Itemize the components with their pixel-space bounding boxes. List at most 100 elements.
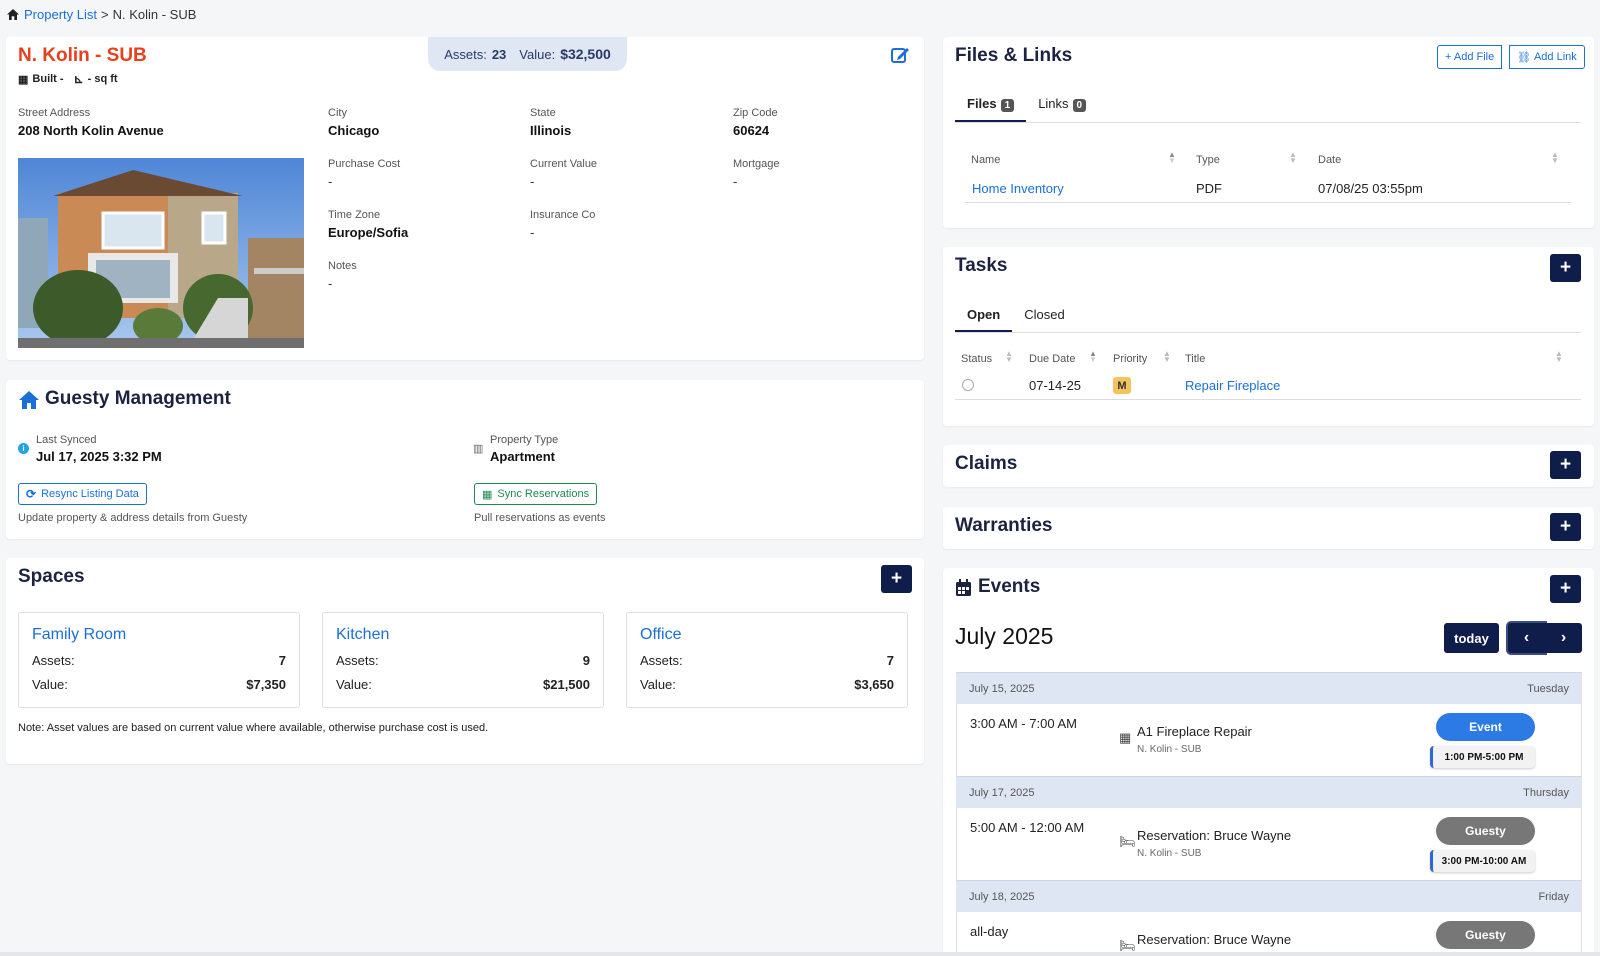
bed-icon: 🛏 [1119,938,1136,952]
today-button[interactable]: today [1444,623,1499,653]
tab-closed[interactable]: Closed [1024,307,1065,322]
add-event-button[interactable]: + [1550,575,1581,603]
task-due-date: 07-14-25 [1029,378,1082,393]
space-card-kitchen[interactable]: Kitchen Assets: 9 Value: $21,500 [322,612,604,708]
col-priority-header[interactable]: Priority [1113,353,1148,365]
files-tabs: Files 1 Links 0 [955,96,1581,123]
tab-links[interactable]: Links 0 [1026,96,1098,122]
state-field: State Illinois [530,107,571,138]
insurance-label: Insurance Co [530,209,596,221]
col-due-date-header[interactable]: Due Date [1029,353,1076,365]
next-month-button[interactable]: › [1545,623,1582,653]
space-value-value: $21,500 [543,677,590,692]
calendar-icon: ▦ [482,488,493,501]
tasks-card: Tasks + Open Closed Status ▲ ▼ Due Date ▲… [943,247,1594,426]
guesty-card: Guesty Management i Last Synced Jul 17, 2… [6,380,924,539]
space-value-value: $3,650 [854,677,894,692]
assets-count: 23 [491,46,507,62]
files-count-badge: 1 [1000,99,1015,112]
add-task-button[interactable]: + [1550,254,1581,282]
chevron-left-icon: ‹ [1523,629,1530,646]
col-name-header[interactable]: Name [971,154,1001,166]
event-time: 3:00 AM - 7:00 AM [970,716,1077,731]
tasks-tabs: Open Closed [955,307,1581,333]
event-time: 5:00 AM - 12:00 AM [970,820,1085,835]
calendar-icon: ▦ [1119,730,1132,745]
day-date: July 15, 2025 [969,682,1035,695]
resync-label: Resync Listing Data [41,488,139,500]
day-header: July 18, 2025 Friday [956,880,1582,912]
add-link-label: Add Link [1533,51,1577,63]
zip-label: Zip Code [733,107,778,119]
day-weekday: Tuesday [1527,682,1569,695]
event-time: all-day [970,924,1009,939]
tab-files[interactable]: Files 1 [955,96,1027,122]
col-title-header[interactable]: Title [1185,353,1206,365]
space-name: Office [640,626,682,643]
col-status-header[interactable]: Status [961,353,993,365]
task-title-link[interactable]: Repair Fireplace [1185,378,1281,393]
property-type-value: Apartment [490,449,556,464]
insurance-field: Insurance Co - [530,209,595,240]
col-type-header[interactable]: Type [1196,154,1220,166]
purchase-cost-label: Purchase Cost [328,158,401,170]
event-title: Reservation: Bruce Wayne [1137,828,1292,843]
prev-month-button[interactable]: ‹ [1508,623,1545,653]
notes-value: - [328,276,333,291]
time-zone-value: Europe/Sofia [328,225,409,240]
sync-label: Sync Reservations [497,488,590,500]
file-row: Home Inventory PDF 07/08/25 03:55pm [965,173,1571,203]
file-name-link[interactable]: Home Inventory [972,181,1064,196]
sort-icon: ▲ ▼ [1289,150,1297,165]
add-space-button[interactable]: + [881,565,912,593]
bed-icon: 🛏 [1119,834,1136,849]
day-header: July 15, 2025 Tuesday [956,672,1582,704]
mortgage-field: Mortgage - [733,158,779,189]
event-title: Reservation: Bruce Wayne [1137,932,1292,947]
tab-open[interactable]: Open [955,307,1013,332]
link-icon: ⛓ [1517,51,1531,64]
sort-asc-icon: ▲ ▼ [1168,150,1176,165]
event-type-badge: Guesty [1436,817,1535,845]
add-file-button[interactable]: + Add File [1437,45,1503,69]
files-links-title: Files & Links [955,45,1073,66]
breadcrumb-property-list-link[interactable]: Property List [24,7,97,22]
space-card-family-room[interactable]: Family Room Assets: 7 Value: $7,350 [18,612,300,708]
building-icon: ▥ [473,443,484,455]
bottom-divider [0,952,1600,956]
refresh-icon: ⟳ [26,487,37,501]
event-row[interactable]: 5:00 AM - 12:00 AM 🛏 Reservation: Bruce … [956,808,1582,880]
space-card-office[interactable]: Office Assets: 7 Value: $3,650 [626,612,908,708]
event-row[interactable]: 3:00 AM - 7:00 AM ▦ A1 Fireplace Repair … [956,704,1582,776]
col-date-header[interactable]: Date [1318,154,1342,166]
add-claim-button[interactable]: + [1550,451,1581,479]
current-value-field: Current Value - [530,158,597,189]
current-value-value: - [530,174,535,189]
square-feet: - sq ft [87,73,118,85]
spaces-note: Note: Asset values are based on current … [18,722,489,734]
edit-icon[interactable] [890,45,910,65]
day-header: July 17, 2025 Thursday [956,776,1582,808]
sync-reservations-button[interactable]: ▦ Sync Reservations [474,483,598,505]
assets-label: Assets: [444,46,487,62]
event-title: A1 Fireplace Repair [1137,724,1252,739]
links-count-badge: 0 [1072,99,1087,112]
purchase-cost-value: - [328,174,333,189]
add-link-button[interactable]: ⛓ Add Link [1509,45,1585,69]
zip-value: 60624 [733,123,770,138]
event-row[interactable]: all-day 🛏 Reservation: Bruce Wayne Guest… [956,912,1582,952]
time-zone-field: Time Zone Europe/Sofia [328,209,408,240]
space-value-row: Value: $7,350 [32,677,286,692]
space-assets-row: Assets: 9 [336,653,590,668]
space-assets-label: Assets: [640,653,683,668]
current-value-label: Current Value [530,158,598,170]
task-status-radio[interactable] [962,379,974,391]
tab-files-label: Files [967,96,997,111]
city-field: City Chicago [328,107,379,138]
resync-listing-button[interactable]: ⟳ Resync Listing Data [18,483,147,505]
chevron-right-icon: › [1560,629,1567,646]
add-warranty-button[interactable]: + [1550,513,1581,541]
guesty-title: Guesty Management [45,388,231,409]
space-name: Family Room [32,626,127,643]
sync-description: Pull reservations as events [474,512,606,524]
